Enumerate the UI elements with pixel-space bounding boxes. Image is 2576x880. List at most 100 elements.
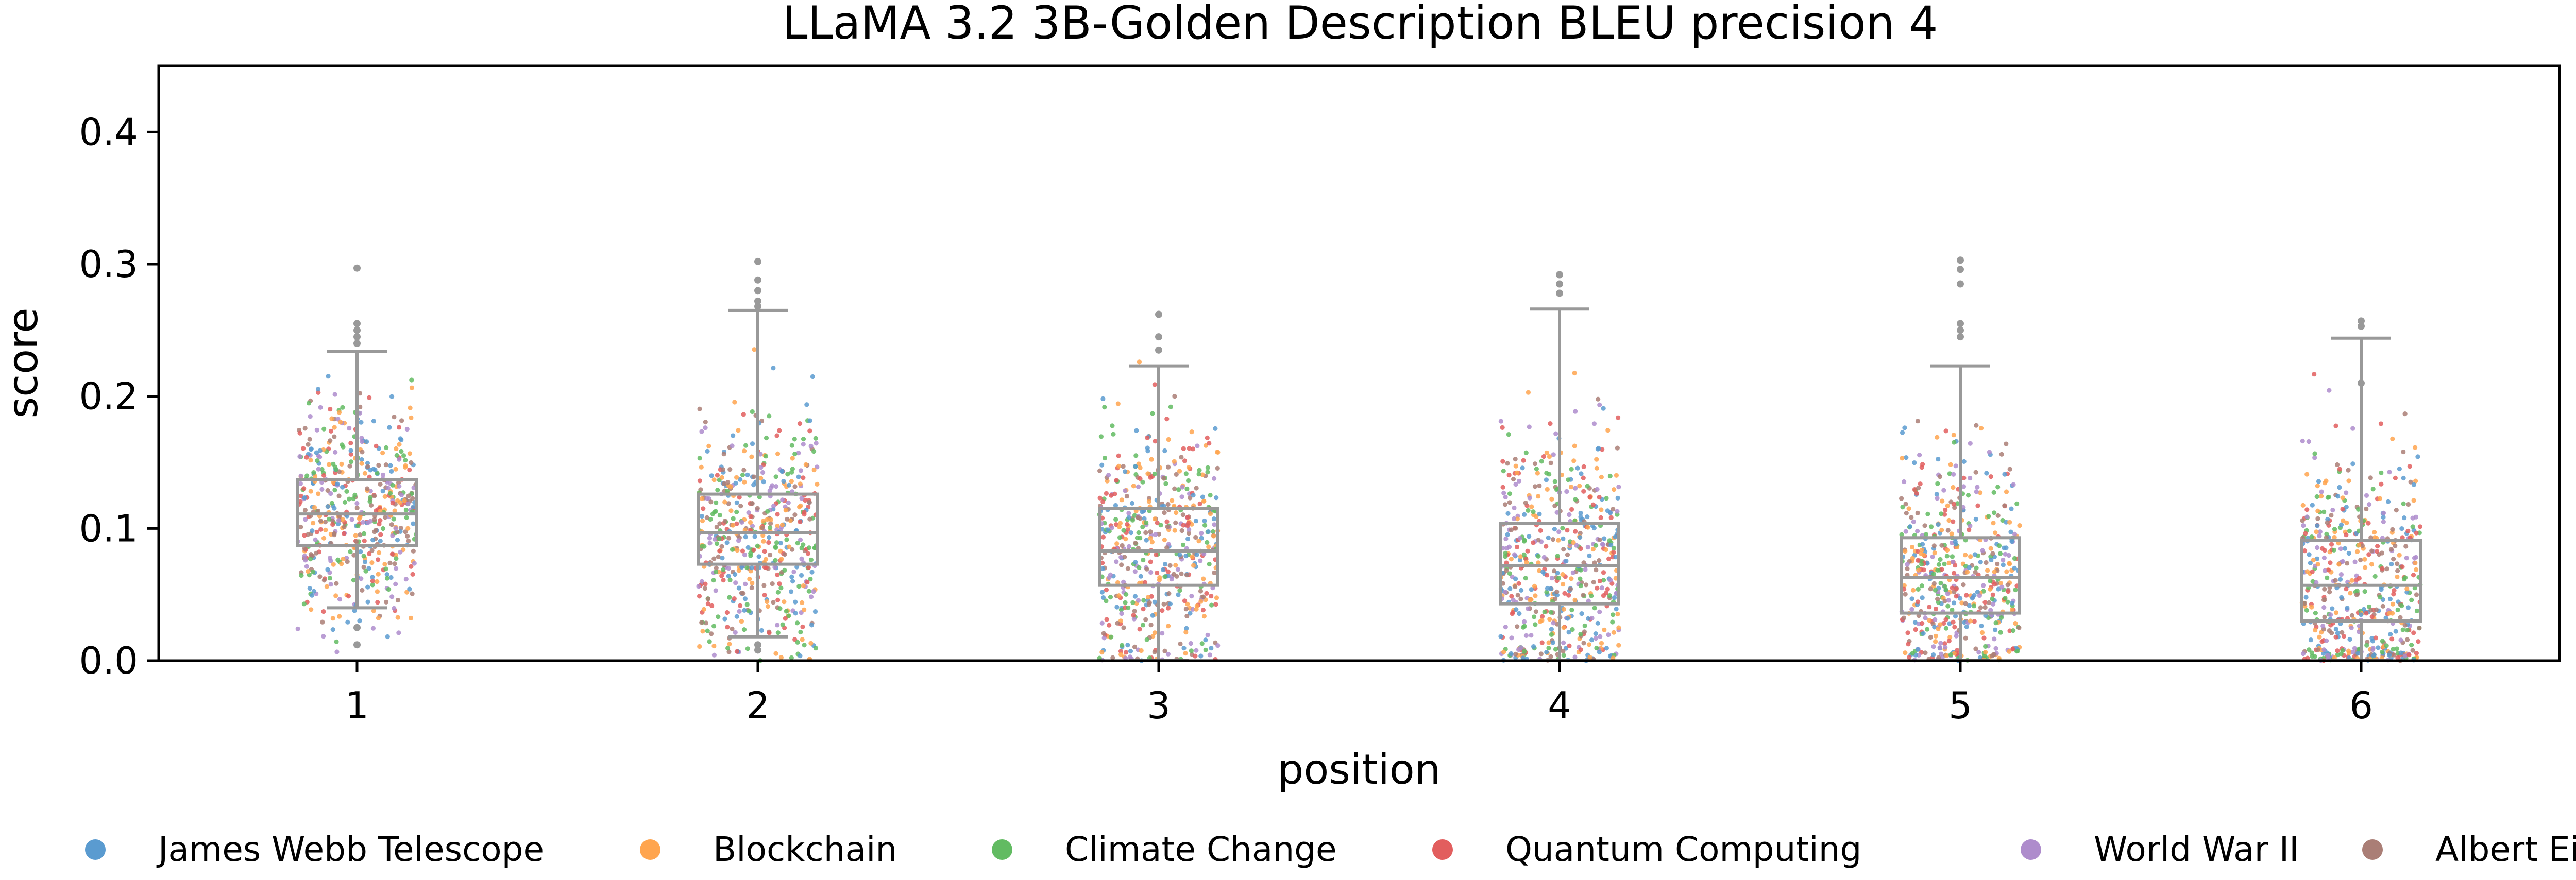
strip-point: [2345, 561, 2350, 566]
strip-point: [321, 578, 327, 583]
strip-point: [348, 440, 353, 446]
strip-point: [1990, 551, 1995, 556]
strip-point: [1519, 588, 1524, 593]
strip-point: [726, 501, 731, 506]
strip-point: [2329, 542, 2334, 547]
strip-point: [1201, 594, 1206, 599]
strip-point: [364, 439, 369, 444]
strip-point: [1593, 631, 1598, 636]
strip-point: [358, 549, 363, 555]
strip-point: [2329, 513, 2334, 518]
strip-point: [403, 577, 409, 582]
strip-point: [1905, 562, 1910, 567]
strip-point: [1613, 576, 1618, 581]
legend: James Webb Telescope Blockchain Climate Ch…: [85, 830, 2576, 869]
strip-point: [1903, 502, 1908, 507]
strip-point: [2314, 529, 2319, 534]
strip-point: [2407, 464, 2412, 469]
strip-point: [1616, 485, 1621, 490]
strip-point: [808, 443, 814, 449]
strip-point: [774, 540, 779, 545]
strip-point: [1585, 545, 1590, 550]
strip-point: [1974, 423, 1979, 428]
strip-point: [1531, 644, 1536, 649]
strip-point: [1141, 557, 1146, 563]
strip-point: [1203, 637, 1208, 643]
strip-point: [311, 589, 316, 594]
strip-point: [310, 528, 315, 533]
strip-point: [1162, 510, 1167, 515]
strip-point: [328, 407, 333, 412]
strip-point: [1993, 646, 1998, 651]
strip-point: [2315, 516, 2320, 521]
strip-point: [2340, 507, 2345, 512]
strip-point: [1925, 511, 1930, 516]
strip-point: [315, 458, 320, 463]
chart-title: LLaMA 3.2 3B-Golden Description BLEU pre…: [782, 0, 1938, 49]
strip-point: [2366, 521, 2371, 526]
strip-point: [779, 469, 785, 474]
strip-point: [2384, 566, 2389, 572]
strip-point: [308, 489, 313, 494]
strip-point: [1571, 458, 1577, 463]
strip-point: [796, 584, 802, 589]
strip-point: [1171, 572, 1176, 577]
strip-point: [1964, 624, 1969, 629]
strip-point: [1548, 654, 1553, 659]
strip-point: [323, 520, 328, 525]
strip-point: [353, 533, 359, 538]
strip-point: [742, 608, 747, 613]
strip-point: [411, 548, 416, 554]
strip-point: [1172, 394, 1177, 399]
strip-point: [1183, 651, 1188, 656]
strip-point: [361, 564, 366, 570]
strip-point: [329, 416, 334, 421]
strip-point: [1943, 588, 1948, 593]
strip-point: [2402, 411, 2408, 417]
strip-point: [1569, 608, 1574, 613]
strip-point: [2349, 625, 2354, 630]
strip-point: [2004, 441, 2009, 446]
strip-point: [1606, 556, 1612, 561]
strip-point: [2417, 626, 2422, 631]
strip-point: [2340, 495, 2345, 501]
strip-point: [1999, 584, 2005, 590]
strip-point: [1995, 561, 2000, 566]
strip-point: [1942, 598, 1947, 603]
strip-point: [1109, 525, 1114, 530]
strip-point: [2357, 576, 2362, 581]
strip-point: [1164, 519, 1170, 524]
strip-point: [1516, 647, 1521, 652]
strip-point: [2346, 468, 2351, 473]
strip-point: [2301, 523, 2306, 528]
strip-point: [1975, 503, 1980, 508]
strip-point: [703, 581, 708, 586]
strip-point: [1100, 560, 1105, 565]
strip-point: [1599, 507, 1604, 512]
strip-point: [1503, 536, 1509, 541]
strip-point: [727, 577, 733, 582]
strip-point: [405, 501, 411, 506]
strip-point: [789, 655, 794, 660]
strip-point: [302, 426, 308, 431]
strip-point: [1553, 596, 1558, 601]
strip-point: [2316, 479, 2321, 484]
strip-point: [1121, 625, 1126, 630]
strip-point: [369, 560, 375, 565]
strip-point: [1514, 544, 1520, 549]
strip-point: [2375, 544, 2380, 549]
strip-point: [1572, 370, 1577, 376]
strip-point: [2344, 490, 2349, 495]
strip-point: [1166, 437, 1171, 442]
strip-point: [2383, 615, 2388, 620]
strip-point: [1546, 535, 1551, 540]
strip-point: [1967, 565, 1972, 570]
strip-point: [790, 547, 795, 552]
strip-point: [336, 410, 342, 415]
strip-point: [796, 474, 801, 479]
strip-point: [1165, 502, 1171, 507]
strip-point: [2314, 580, 2319, 585]
strip-point: [775, 512, 780, 517]
strip-point: [1181, 523, 1186, 528]
strip-point: [359, 576, 364, 581]
